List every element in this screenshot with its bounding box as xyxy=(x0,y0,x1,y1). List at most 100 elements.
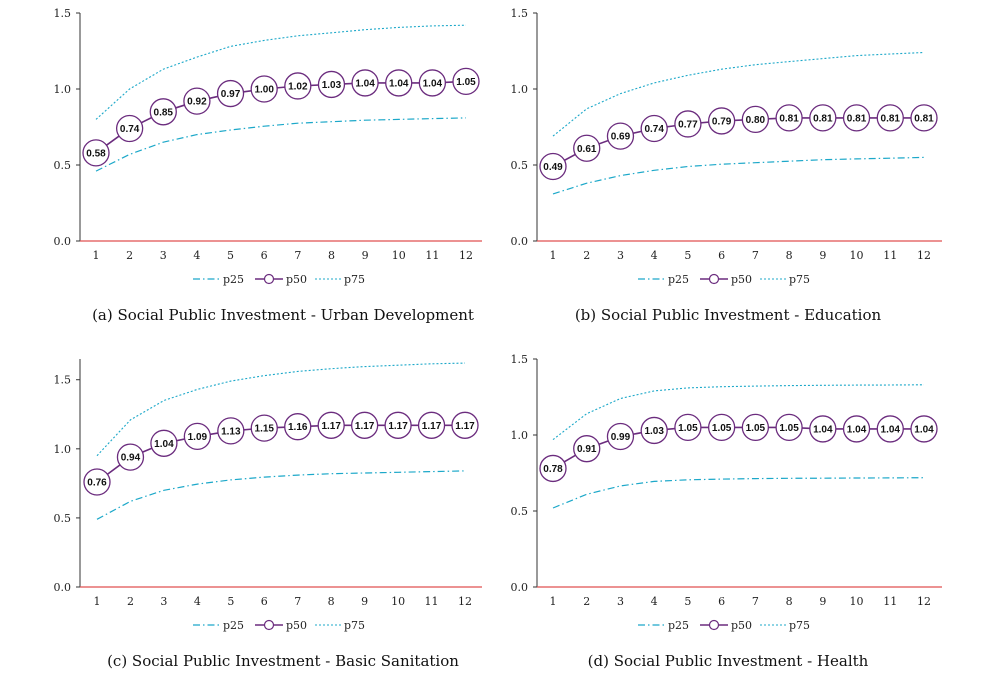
y-tick-label: 1.0 xyxy=(511,83,529,96)
panel-health: 0.00.51.01.51 2 3 4 5 6 7 8 9 10 11 120.780.910.991… xyxy=(511,353,942,670)
p50-point xyxy=(385,69,413,97)
p50-point xyxy=(539,152,567,181)
p50-point xyxy=(640,416,668,445)
panel-basic-sanitation: 0.00.51.01.51 2 3 4 5 6 7 8 9 10 11 120.760.941.041… xyxy=(54,359,482,670)
x-tick-label: 3 xyxy=(617,595,624,608)
p50-point xyxy=(741,413,770,442)
y-tick-label: 0.5 xyxy=(511,159,529,172)
legend-label-p75: p75 xyxy=(344,619,365,632)
x-tick-label: 1 xyxy=(93,249,100,262)
x-tick-label: 6 xyxy=(261,595,268,608)
p50-data-label: 0.61 xyxy=(577,144,597,155)
legend-label-p50: p50 xyxy=(286,619,307,632)
y-tick-label: 0.0 xyxy=(511,235,529,248)
x-tick-label: 9 xyxy=(361,595,368,608)
y-tick-label: 1.5 xyxy=(54,374,72,387)
x-tick-label: 3 xyxy=(617,249,624,262)
x-tick-label: 7 xyxy=(294,249,301,262)
y-tick-label: 0.0 xyxy=(54,581,72,594)
y-tick-label: 0.0 xyxy=(511,581,529,594)
p50-data-label: 1.17 xyxy=(422,421,442,432)
p50-point xyxy=(149,98,177,126)
p50-point xyxy=(317,411,345,439)
p50-data-label: 1.16 xyxy=(288,422,308,433)
p50-data-label: 1.04 xyxy=(881,424,901,435)
series-line-p75 xyxy=(552,51,925,137)
p50-point xyxy=(150,429,178,457)
p50-data-label: 0.85 xyxy=(154,107,174,118)
x-tick-label: 10 xyxy=(850,249,864,262)
panel-education: 0.00.51.01.51 2 3 4 5 6 7 8 9 10 11 120.490.610.690… xyxy=(511,7,942,324)
x-tick-label: 12 xyxy=(917,249,931,262)
p50-point xyxy=(707,413,736,442)
p50-data-label: 0.91 xyxy=(577,444,597,455)
p50-point xyxy=(775,413,803,442)
p50-data-label: 1.04 xyxy=(914,424,934,435)
x-tick-label: 10 xyxy=(391,595,405,608)
legend-label-p25: p25 xyxy=(668,273,689,286)
p50-point xyxy=(674,110,702,138)
p50-point xyxy=(452,67,480,96)
p50-data-label: 1.04 xyxy=(355,78,375,89)
x-tick-label: 10 xyxy=(850,595,864,608)
x-tick-label: 6 xyxy=(718,249,725,262)
y-tick-label: 0.5 xyxy=(54,512,72,525)
p50-data-label: 0.81 xyxy=(914,113,934,124)
y-tick-label: 1.0 xyxy=(54,83,72,96)
p50-point xyxy=(284,72,312,100)
p50-data-label: 1.04 xyxy=(813,424,833,435)
x-tick-label: 8 xyxy=(786,249,793,262)
series-line-p50 xyxy=(96,424,465,483)
p50-data-label: 0.76 xyxy=(87,477,107,488)
p50-data-label: 0.81 xyxy=(813,113,833,124)
p50-point xyxy=(317,70,346,99)
p50-point xyxy=(183,87,211,115)
p50-data-label: 1.04 xyxy=(389,78,409,89)
x-tick-label: 6 xyxy=(718,595,725,608)
p50-data-label: 0.79 xyxy=(712,116,732,127)
p50-data-label: 1.17 xyxy=(388,421,408,432)
p50-data-label: 0.94 xyxy=(121,453,141,464)
series-line-p25 xyxy=(95,117,467,172)
p50-point xyxy=(216,79,245,108)
p50-point xyxy=(83,468,111,496)
series-line-p75 xyxy=(552,384,925,441)
series-line-p75 xyxy=(96,362,466,457)
x-tick-label: 12 xyxy=(458,595,472,608)
x-tick-label: 6 xyxy=(261,249,268,262)
p50-point xyxy=(183,422,212,451)
p50-data-label: 0.97 xyxy=(221,89,241,100)
legend-marker-p50 xyxy=(263,619,275,631)
legend-label-p75: p75 xyxy=(789,273,810,286)
x-tick-label: 7 xyxy=(752,249,759,262)
x-tick-label: 9 xyxy=(819,595,826,608)
p50-point xyxy=(809,415,837,443)
x-tick-label: 5 xyxy=(684,249,691,262)
series-line-p25 xyxy=(552,477,925,509)
legend-label-p25: p25 xyxy=(223,273,244,286)
p50-point xyxy=(418,69,447,97)
p50-data-label: 0.81 xyxy=(881,113,901,124)
p50-data-label: 1.03 xyxy=(644,426,664,437)
x-tick-label: 5 xyxy=(684,595,691,608)
p50-data-label: 1.17 xyxy=(455,421,475,432)
p50-point xyxy=(539,454,567,483)
p50-data-label: 1.00 xyxy=(254,85,274,96)
p50-point xyxy=(116,443,145,471)
p50-point xyxy=(573,134,601,162)
p50-point xyxy=(451,411,479,439)
p50-point xyxy=(707,107,736,135)
y-tick-label: 1.5 xyxy=(511,353,529,366)
p50-data-label: 0.81 xyxy=(779,113,799,124)
p50-point xyxy=(842,104,871,132)
x-tick-label: 5 xyxy=(227,595,234,608)
p50-data-label: 1.05 xyxy=(746,423,766,434)
p50-data-label: 0.92 xyxy=(187,97,207,108)
p50-data-label: 1.04 xyxy=(423,78,443,89)
p50-point xyxy=(351,69,379,97)
p50-data-label: 0.81 xyxy=(847,113,867,124)
p50-point xyxy=(82,139,110,167)
x-tick-label: 9 xyxy=(819,249,826,262)
p50-data-label: 0.74 xyxy=(644,124,664,135)
p50-point xyxy=(876,104,904,132)
